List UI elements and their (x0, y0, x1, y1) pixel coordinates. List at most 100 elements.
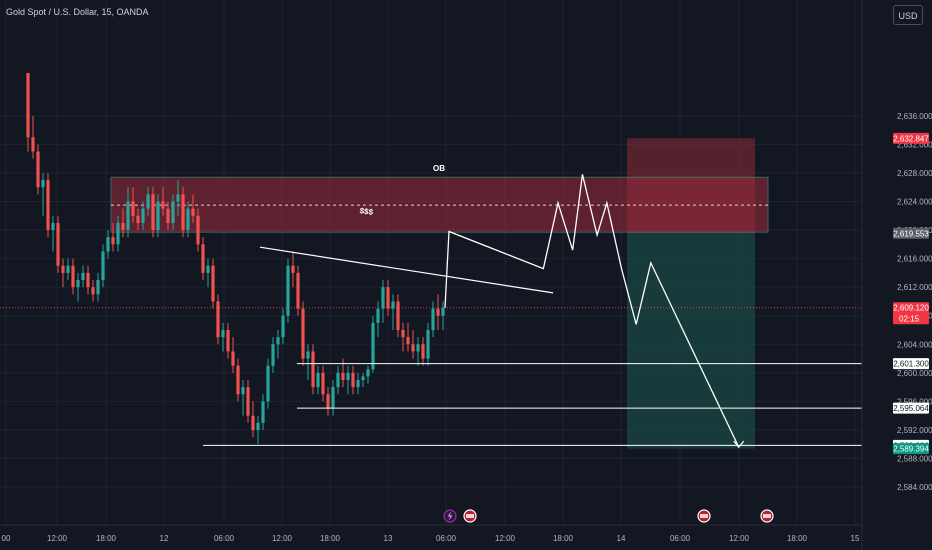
candle-body (86, 272, 90, 288)
candle-body (76, 280, 80, 288)
candle-body (186, 208, 190, 231)
candle-body (296, 272, 300, 309)
symbol-title[interactable]: Gold Spot / U.S. Dollar, 15, OANDA (6, 7, 149, 17)
time-tick-label: 12:00 (729, 534, 750, 543)
candle-body (151, 194, 155, 231)
liquidity-trendline (259, 246, 554, 294)
candle-body (401, 330, 405, 338)
candle-body (91, 287, 95, 295)
candle-body (441, 307, 445, 316)
candle-body (361, 376, 365, 380)
countdown-label: 02:15 (899, 315, 920, 324)
candle-body (36, 151, 40, 188)
us-flag-stripe-icon (466, 514, 474, 518)
price-tick-label: 2,604.000 (897, 340, 932, 349)
candle-body (221, 330, 225, 338)
candle-body (231, 351, 235, 366)
candle-body (271, 344, 275, 366)
candle-body (411, 344, 415, 352)
candle-body (431, 308, 435, 331)
candle-body (331, 387, 335, 409)
candle-body (191, 208, 195, 216)
candle-body (226, 330, 230, 352)
price-tag-label: 2,595.064 (893, 404, 929, 413)
candle-body (156, 201, 160, 231)
candle-body (246, 387, 250, 416)
candle-body (106, 237, 110, 252)
candle-body (206, 265, 210, 273)
candle-body (391, 301, 395, 309)
chart-zones: OB (110, 138, 769, 449)
candle-body (51, 222, 55, 231)
candle-body (146, 194, 150, 209)
candle-body (436, 308, 440, 316)
time-tick-label: 06:00 (436, 534, 457, 543)
candle-body (61, 265, 65, 273)
price-tag (893, 302, 929, 325)
candle-body (56, 222, 60, 266)
candle-body (116, 222, 120, 245)
lightning-icon (447, 511, 453, 521)
time-tick-label: 06:00 (670, 534, 691, 543)
time-tick-label: 00 (2, 534, 11, 543)
time-tick-label: 12 (160, 534, 169, 543)
price-tag-label: 2,589.394 (893, 445, 929, 454)
liquidity-label: $$$ (359, 206, 374, 217)
candle-body (426, 330, 430, 359)
candle-body (241, 387, 245, 395)
candle-body (416, 344, 420, 352)
candle-body (346, 372, 350, 380)
candle-body (101, 251, 105, 281)
time-tick-label: 18:00 (320, 534, 341, 543)
time-tick-label: 18:00 (96, 534, 117, 543)
candle-body (261, 401, 265, 423)
price-tick-label: 2,624.000 (897, 198, 932, 207)
candle-body (126, 201, 130, 231)
candle-body (31, 137, 35, 152)
projection-path (444, 174, 740, 448)
candle-body (316, 372, 320, 388)
price-tags: 2,632.847 2,619.553 2,609.120 02:15 2,601.30… (893, 132, 929, 455)
candle-body (406, 337, 410, 345)
candle-body (251, 415, 255, 430)
candle-body (336, 372, 340, 388)
ob-label: OB (433, 164, 445, 173)
candle-body (386, 287, 390, 309)
price-tag (893, 402, 929, 414)
price-tick-label: 2,592.000 (897, 426, 932, 435)
candle-body (396, 301, 400, 331)
price-tag (893, 443, 929, 455)
candle-body (96, 280, 100, 295)
candle-body (26, 72, 30, 138)
candle-body (111, 237, 115, 245)
us-flag-stripe-icon (763, 514, 771, 518)
candle-body (306, 351, 310, 359)
candle-body (41, 180, 45, 188)
price-tag-label: 2,601.300 (893, 360, 929, 369)
candle-body (166, 208, 170, 223)
currency-button[interactable]: USD (893, 5, 923, 25)
candle-body (266, 365, 270, 402)
candle-body (211, 265, 215, 302)
time-tick-label: 14 (617, 534, 626, 543)
price-tick-label: 2,628.000 (897, 169, 932, 178)
candle-body (351, 372, 355, 388)
price-tag (893, 358, 929, 370)
candle-body (381, 287, 385, 309)
price-tag-label: 2,609.120 (893, 304, 929, 313)
price-axis: 2,584.000 2,588.000 2,592.000 2,596.000 2,60… (897, 112, 932, 492)
candle-body (176, 194, 180, 202)
price-tick-label: 2,616.000 (897, 255, 932, 264)
candle-body (236, 365, 240, 395)
candle-body (71, 265, 75, 288)
price-tick-label: 2,612.000 (897, 283, 932, 292)
candle-body (141, 208, 145, 223)
candle-body (301, 308, 305, 359)
candle-body (356, 380, 360, 388)
candle-body (171, 201, 175, 223)
candle-body (421, 344, 425, 359)
candle-body (66, 265, 70, 273)
candle-body (291, 265, 295, 273)
price-tick-label: 2,600.000 (897, 369, 932, 378)
